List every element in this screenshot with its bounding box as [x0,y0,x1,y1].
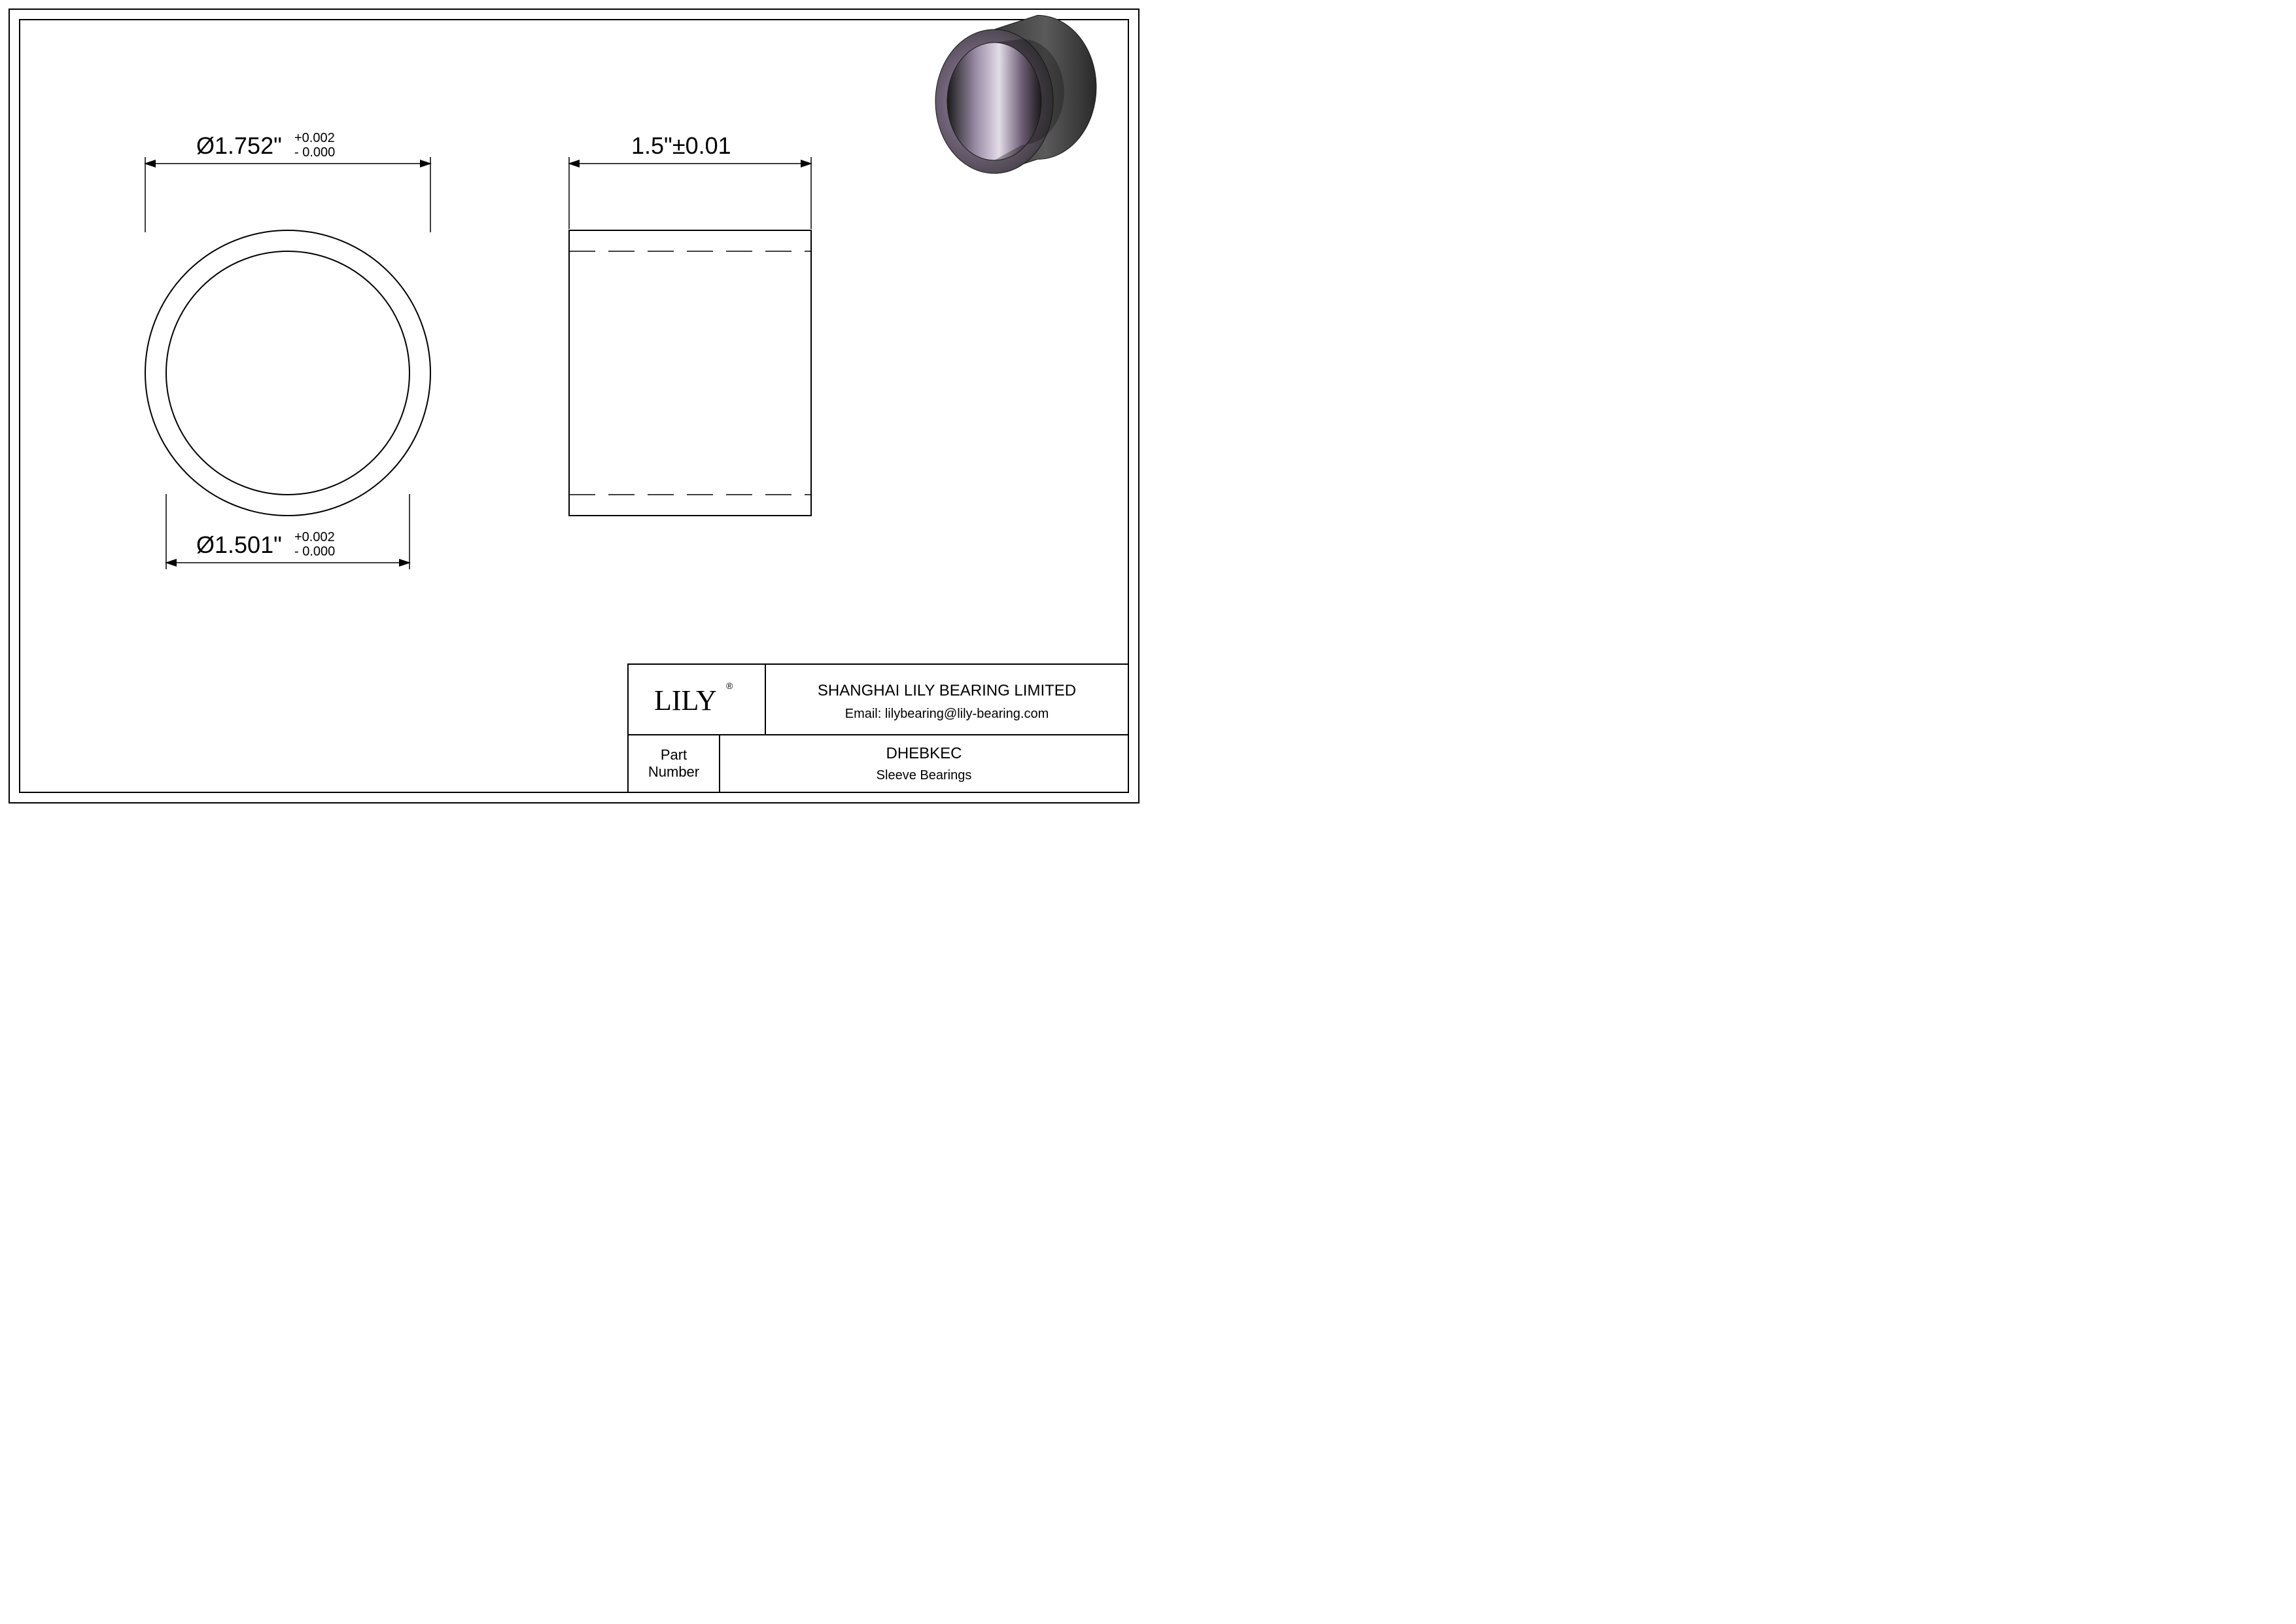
part-description: Sleeve Bearings [877,768,972,783]
dim-value: Ø1.501" [196,531,282,558]
front-inner-circle [166,251,409,495]
dim-tol-plus: +0.002 [294,530,335,544]
registered-mark: ® [726,680,733,691]
logo-text: LILY [654,684,717,716]
title-block: LILY ® SHANGHAI LILY BEARING LIMITED Ema… [628,664,1128,792]
isometric-render [935,15,1096,173]
side-outline [569,230,811,516]
drawing-sheet: Ø1.752" +0.002 - 0.000 Ø1.501" +0.002 - … [0,0,1148,812]
dim-inner-diameter: Ø1.501" +0.002 - 0.000 [166,494,409,569]
iso-bore [947,43,1041,160]
dim-tol-minus: - 0.000 [294,544,335,559]
dim-value: 1.5"±0.01 [631,132,731,159]
dim-outer-diameter: Ø1.752" +0.002 - 0.000 [145,131,430,232]
dim-length: 1.5"±0.01 [569,132,811,229]
part-number-label: Number [648,764,699,780]
dim-value: Ø1.752" [196,132,282,159]
drawing-svg: Ø1.752" +0.002 - 0.000 Ø1.501" +0.002 - … [0,0,1148,812]
side-view: 1.5"±0.01 [569,132,811,516]
company-name: SHANGHAI LILY BEARING LIMITED [818,682,1076,699]
front-outer-circle [145,230,430,516]
dim-tol-minus: - 0.000 [294,145,335,160]
part-number-label: Part [661,747,687,763]
dim-tol-plus: +0.002 [294,131,335,145]
part-number-value: DHEBKEC [886,745,962,762]
company-email: Email: lilybearing@lily-bearing.com [845,707,1049,721]
front-view: Ø1.752" +0.002 - 0.000 Ø1.501" +0.002 - … [145,131,430,569]
